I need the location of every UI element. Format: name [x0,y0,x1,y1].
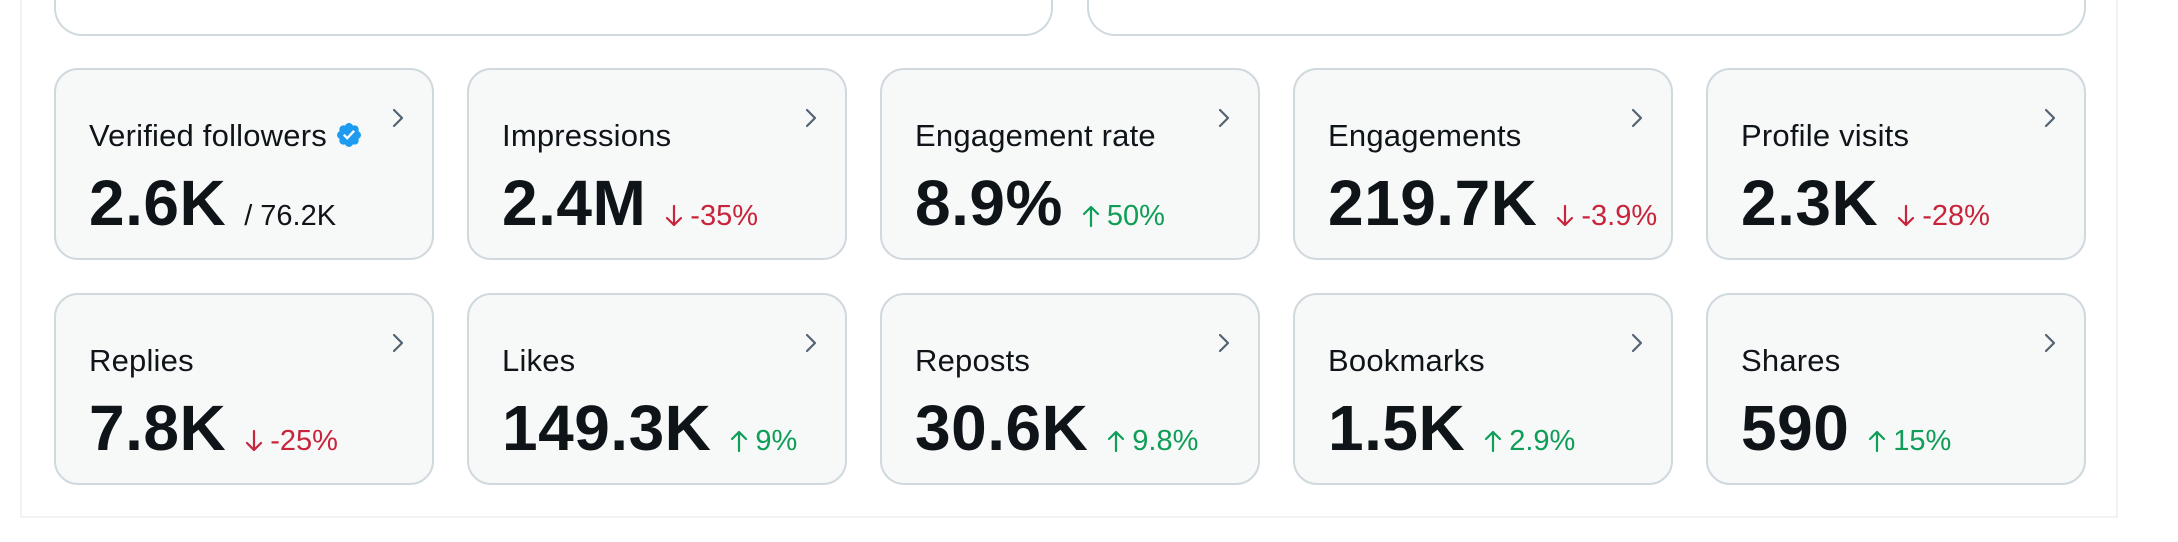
metric-value: 2.3K [1741,167,1879,239]
chevron-right-icon[interactable] [1212,331,1236,355]
metric-value: 1.5K [1328,392,1466,464]
metric-value: 8.9% [915,167,1063,239]
chevron-right-icon[interactable] [2038,106,2062,130]
arrow-up-icon [1108,430,1125,453]
metric-change: 2.9% [1483,425,1575,458]
chevron-right-icon[interactable] [1625,106,1649,130]
metric-title-text: Profile visits [1741,118,1910,153]
metric-title-text: Likes [502,343,576,378]
chevron-right-icon[interactable] [799,331,823,355]
metric-title-text: Bookmarks [1328,343,1485,378]
metric-title-text: Engagement rate [915,118,1156,153]
verified-badge-icon [336,122,361,147]
chart-card-left: Feb 28Mar 5Mar 10Mar 15Mar 20Mar 26Mar 3… [54,0,1053,36]
metric-card-impressions[interactable]: Impressions 2.4M -35% [467,68,847,260]
arrow-up-icon [731,430,748,453]
metric-value: 590 [1741,392,1850,464]
chevron-right-icon[interactable] [386,106,410,130]
metric-change: 50% [1081,200,1165,233]
metric-card-bookmarks[interactable]: Bookmarks 1.5K 2.9% [1293,293,1673,485]
metric-value: 219.7K [1328,167,1538,239]
metric-card-verified-followers[interactable]: Verified followers 2.6K / 76.2K [54,68,434,260]
metric-change-text: -25% [270,425,338,457]
metric-card-replies[interactable]: Replies 7.8K -25% [54,293,434,485]
metric-title: Verified followers [89,118,363,154]
metric-change-text: 2.9% [1509,425,1576,457]
analytics-panel [20,0,2118,518]
metric-title-text: Impressions [502,118,672,153]
metric-change: -3.9% [1555,200,1657,233]
metric-card-shares[interactable]: Shares 590 15% [1706,293,2086,485]
arrow-down-icon [1557,204,1574,227]
arrow-up-icon [1485,430,1502,453]
metric-card-engagement-rate[interactable]: Engagement rate 8.9% 50% [880,68,1260,260]
arrow-up-icon [1869,430,1886,453]
metric-title: Reposts [915,343,1030,379]
chevron-right-icon[interactable] [386,331,410,355]
metric-value: 7.8K [89,392,227,464]
metric-change: -25% [244,425,338,458]
chevron-right-icon[interactable] [1625,331,1649,355]
chevron-right-icon[interactable] [1212,106,1236,130]
metric-title: Shares [1741,343,1840,379]
metric-title-text: Replies [89,343,194,378]
metric-change-text: 15% [1893,425,1952,457]
metric-change: 15% [1867,425,1951,458]
metric-change-text: 9% [755,425,798,457]
metric-title: Engagement rate [915,118,1156,154]
metric-change-text: -28% [1922,200,1990,232]
metric-value-row: 2.4M -35% [502,166,758,240]
metric-card-engagements[interactable]: Engagements 219.7K -3.9% [1293,68,1673,260]
metric-title: Impressions [502,118,671,154]
metric-value-row: 149.3K 9% [502,391,797,465]
metric-value-row: 1.5K 2.9% [1328,391,1575,465]
metric-value-row: 7.8K -25% [89,391,338,465]
metric-change-text: -3.9% [1581,200,1658,232]
metric-title: Likes [502,343,575,379]
metric-value-row: 30.6K 9.8% [915,391,1198,465]
chart-card-right: Feb 28Mar 5Mar 10Mar 15Mar 20Mar 26Mar 3… [1087,0,2086,36]
metric-value: 30.6K [915,392,1089,464]
metric-change: 9% [729,425,797,458]
metric-value: 2.4M [502,167,647,239]
metric-title: Bookmarks [1328,343,1485,379]
metric-change: -35% [664,200,758,233]
metric-title: Engagements [1328,118,1522,154]
arrow-down-icon [666,204,683,227]
metric-value-row: 219.7K -3.9% [1328,166,1657,240]
metric-value-row: 2.3K -28% [1741,166,1990,240]
arrow-down-icon [1898,204,1915,227]
metric-card-reposts[interactable]: Reposts 30.6K 9.8% [880,293,1260,485]
arrow-down-icon [246,429,263,452]
metric-value: 2.6K [89,167,227,239]
metric-title: Replies [89,343,194,379]
metric-total: / 76.2K [244,200,337,232]
metric-title-text: Verified followers [89,118,327,153]
metric-change: -28% [1896,200,1990,233]
arrow-up-icon [1082,205,1099,228]
metric-value-row: 8.9% 50% [915,166,1165,240]
metric-value: 149.3K [502,392,712,464]
chevron-right-icon[interactable] [2038,331,2062,355]
metric-value-row: 2.6K / 76.2K [89,166,336,240]
metric-title-text: Reposts [915,343,1031,378]
metric-change-text: 9.8% [1132,425,1199,457]
metric-change-text: 50% [1106,200,1165,232]
chevron-right-icon[interactable] [799,106,823,130]
metric-card-profile-visits[interactable]: Profile visits 2.3K -28% [1706,68,2086,260]
metric-change-text: -35% [690,200,758,232]
metric-title: Profile visits [1741,118,1909,154]
metric-title-text: Shares [1741,343,1841,378]
metric-value-row: 590 15% [1741,391,1951,465]
metric-change: 9.8% [1106,425,1198,458]
metric-title-text: Engagements [1328,118,1522,153]
metric-card-likes[interactable]: Likes 149.3K 9% [467,293,847,485]
